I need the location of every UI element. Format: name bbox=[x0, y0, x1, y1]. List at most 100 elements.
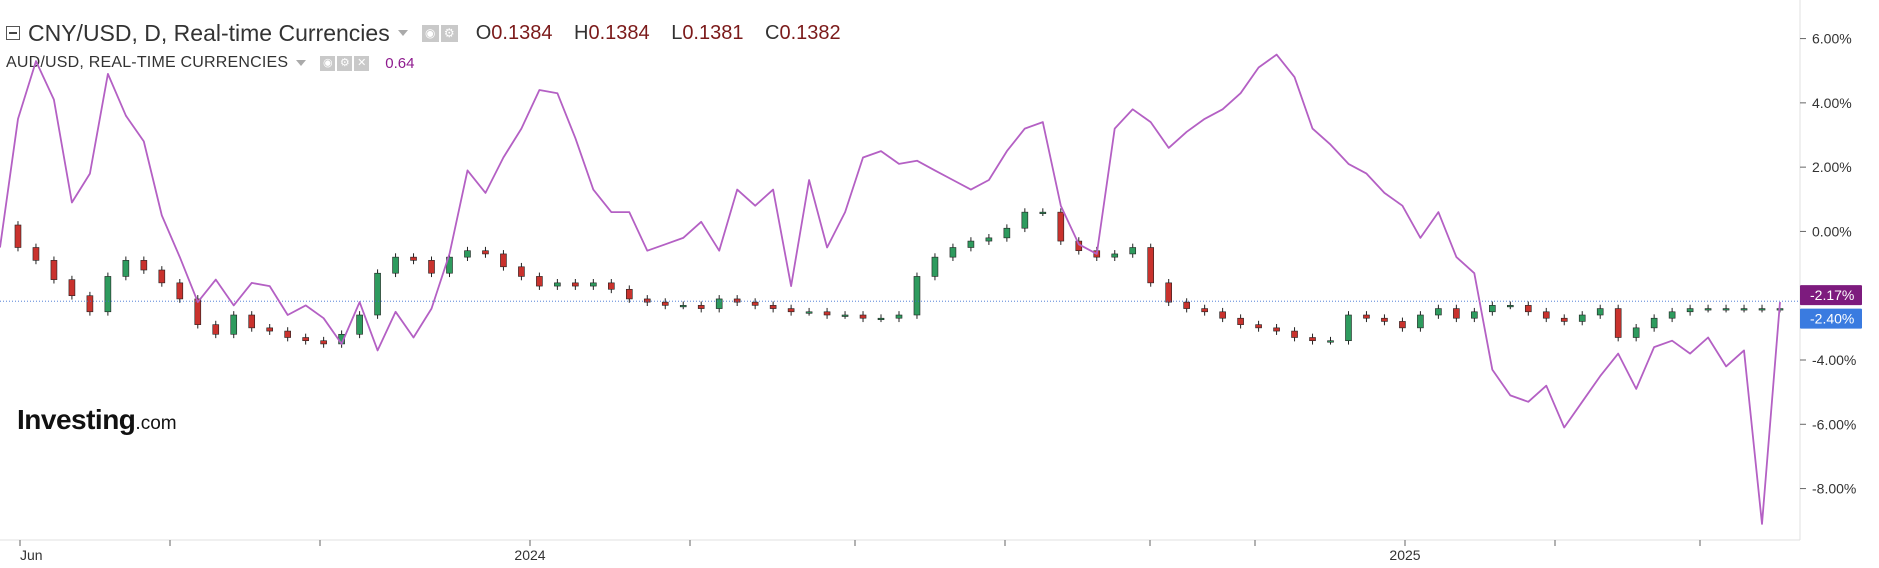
cny-candle bbox=[859, 314, 867, 319]
current-value-tag bbox=[1800, 285, 1862, 306]
cny-candle bbox=[1003, 227, 1011, 239]
cny-candle bbox=[1524, 305, 1532, 313]
x-tick-label: Jun bbox=[20, 547, 43, 563]
y-tick-label: 2.00% bbox=[1812, 159, 1852, 175]
main-series-title[interactable]: CNY/USD, D, Real-time Currencies bbox=[28, 19, 390, 46]
indicator-gear-icon[interactable]: ⚙ bbox=[337, 55, 353, 71]
high-label: H bbox=[574, 21, 589, 44]
cny-candle bbox=[1057, 211, 1065, 242]
cny-candle bbox=[1165, 282, 1172, 303]
cny-candle bbox=[86, 295, 94, 313]
cny-candle bbox=[50, 260, 58, 280]
open-value: 0.1384 bbox=[491, 21, 553, 44]
y-tick-label: 0.00% bbox=[1812, 223, 1852, 239]
cny-candle bbox=[985, 237, 993, 242]
cny-candle bbox=[140, 260, 148, 271]
cny-candle bbox=[1758, 308, 1766, 311]
cny-candle bbox=[392, 256, 399, 274]
cny-candle bbox=[1345, 314, 1352, 342]
cny-candle bbox=[1596, 308, 1604, 316]
cny-candle bbox=[608, 282, 615, 290]
cny-candle bbox=[1704, 308, 1712, 311]
indicator-caret-down-icon[interactable] bbox=[296, 60, 307, 66]
audusd-line bbox=[0, 53, 1781, 525]
indicator-legend: AUD/USD, REAL-TIME CURRENCIES ◉ ⚙ ✕ 0.64 bbox=[6, 52, 414, 74]
cny-candle bbox=[428, 260, 435, 274]
price-axis[interactable]: 6.00% 4.00% 2.00% 0.00% -4.00% -6.00% -8.00% bbox=[1800, 31, 1856, 497]
cny-candle bbox=[877, 317, 885, 321]
cny-candle bbox=[751, 301, 759, 306]
cny-candle bbox=[715, 298, 723, 309]
cny-candle bbox=[1381, 317, 1388, 322]
cny-candle bbox=[500, 253, 507, 268]
cny-candle bbox=[1363, 314, 1370, 319]
x-tick-label: 2025 bbox=[1389, 547, 1420, 563]
cny-candle bbox=[1578, 314, 1586, 322]
gear-icon[interactable]: ⚙ bbox=[440, 24, 458, 42]
cny-candle bbox=[284, 330, 291, 338]
cny-candle bbox=[356, 314, 363, 335]
indicator-eye-icon[interactable]: ◉ bbox=[320, 55, 336, 71]
low-value: 0.1381 bbox=[682, 21, 744, 44]
cny-candle bbox=[967, 240, 975, 248]
logo-name: Investing bbox=[17, 404, 136, 435]
current-value-tag-label: -2.17% bbox=[1810, 287, 1854, 303]
cny-candle bbox=[212, 324, 220, 335]
time-axis[interactable]: Jun 2024 2025 bbox=[19, 540, 1701, 563]
cny-candle bbox=[464, 250, 471, 258]
cny-candle bbox=[1668, 311, 1676, 319]
ohlc-readout: O0.1384 H0.1384 L0.1381 C0.1382 bbox=[476, 22, 841, 45]
y-tick-label: -6.00% bbox=[1812, 416, 1856, 432]
cny-candle bbox=[787, 308, 795, 313]
y-tick-label: 4.00% bbox=[1812, 95, 1852, 111]
cny-candle bbox=[1453, 308, 1460, 319]
cny-candle bbox=[122, 260, 130, 277]
cny-candle bbox=[32, 247, 40, 261]
cny-candle bbox=[590, 282, 597, 287]
high-value: 0.1384 bbox=[588, 21, 650, 44]
logo-suffix: .com bbox=[135, 413, 177, 434]
cny-candle bbox=[1399, 321, 1406, 329]
cny-candle bbox=[536, 276, 543, 287]
cny-candle bbox=[1560, 317, 1568, 322]
cny-candle bbox=[1327, 340, 1334, 343]
current-value-tag-label: -2.40% bbox=[1810, 311, 1854, 327]
cny-candle bbox=[1129, 247, 1137, 255]
cny-candle bbox=[823, 311, 831, 316]
cny-candle bbox=[1201, 308, 1208, 313]
cny-candle bbox=[1039, 211, 1047, 214]
cny-candle bbox=[931, 256, 939, 277]
cny-candle bbox=[1309, 337, 1316, 342]
cny-candle bbox=[374, 272, 381, 316]
cny-candle bbox=[697, 305, 705, 309]
cny-candle bbox=[482, 250, 489, 255]
cny-candle bbox=[1255, 324, 1262, 329]
cny-candle bbox=[1650, 317, 1658, 329]
investing-logo: Investing.com bbox=[17, 404, 177, 436]
y-tick-label: 6.00% bbox=[1812, 31, 1852, 47]
cny-candle bbox=[1614, 308, 1622, 338]
cny-candle bbox=[1507, 305, 1514, 308]
cny-candle bbox=[68, 279, 76, 297]
current-value-tag bbox=[1800, 308, 1862, 329]
cny-candle bbox=[733, 298, 741, 303]
x-tick-label: 2024 bbox=[514, 547, 545, 563]
cny-candle bbox=[104, 276, 112, 313]
caret-down-icon[interactable] bbox=[397, 30, 408, 36]
main-series-legend: CNY/USD, D, Real-time Currencies ◉ ⚙ O0.… bbox=[6, 18, 841, 48]
cny-candle bbox=[320, 340, 327, 345]
cny-candle bbox=[949, 247, 957, 258]
cny-candle bbox=[518, 266, 525, 277]
y-tick-label: -4.00% bbox=[1812, 352, 1856, 368]
eye-icon[interactable]: ◉ bbox=[421, 24, 439, 42]
cny-candle bbox=[302, 337, 309, 342]
indicator-value: 0.64 bbox=[385, 54, 415, 72]
collapse-icon[interactable] bbox=[6, 26, 20, 40]
y-tick-label: -8.00% bbox=[1812, 481, 1856, 497]
cny-candle bbox=[1542, 311, 1550, 319]
cny-candle bbox=[679, 305, 687, 308]
indicator-close-icon[interactable]: ✕ bbox=[354, 55, 370, 71]
indicator-title[interactable]: AUD/USD, REAL-TIME CURRENCIES bbox=[6, 54, 289, 71]
cny-candle bbox=[1686, 308, 1694, 313]
